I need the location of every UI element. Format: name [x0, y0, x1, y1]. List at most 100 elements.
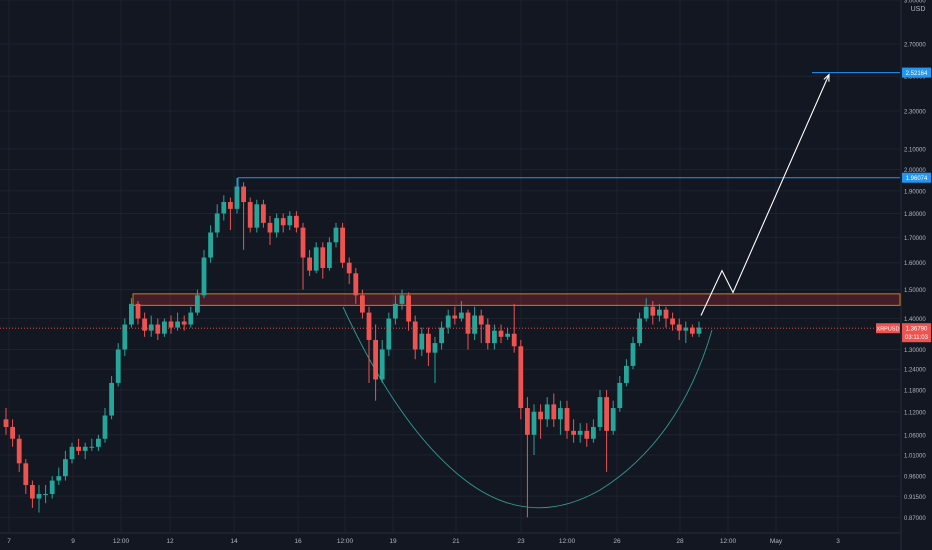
projection-arrowhead [823, 73, 830, 82]
time-axis-bg [0, 533, 900, 550]
time-tick-label: 12:00 [559, 538, 576, 545]
candle-body [168, 321, 174, 328]
candle-body [406, 295, 411, 322]
candle-body [676, 324, 682, 331]
candle-body [247, 202, 253, 228]
candle-body [254, 204, 260, 228]
candle-body [267, 222, 273, 233]
zones [132, 293, 901, 306]
candle-body [564, 408, 570, 431]
candle-body [327, 242, 332, 268]
candle-body [485, 324, 491, 344]
resistance-price-tag: 1.96074 [906, 176, 928, 182]
time-tick-label: 21 [452, 538, 460, 545]
price-tick-label: 1.50000 [904, 288, 926, 294]
candle-body [16, 438, 22, 464]
candle-body [366, 312, 372, 340]
candle-body [498, 330, 504, 337]
time-tick-label: May [770, 538, 783, 545]
candle-body [195, 295, 200, 313]
candle-body [96, 438, 101, 447]
price-tick-label: 3.00000 [904, 0, 926, 5]
candle-body [188, 312, 194, 325]
price-tick-label: 2.30000 [904, 110, 926, 116]
symbol-tag-bg [876, 323, 900, 334]
time-tick-label: 14 [230, 538, 238, 545]
price-tick-label: 0.91500 [904, 495, 926, 501]
candle-body [109, 382, 114, 416]
candle-body [511, 333, 517, 347]
candle-body [683, 327, 689, 331]
candle-body [412, 321, 418, 350]
candle-body [525, 408, 530, 435]
symbol-tag: XRPUSD [877, 327, 900, 333]
candle-body [584, 430, 590, 439]
candle-body [175, 321, 180, 328]
candle-body [426, 333, 431, 353]
candle-body [102, 415, 108, 439]
time-tick-label: 7 [7, 538, 11, 545]
candle-body [386, 318, 392, 350]
price-tick-label: 1.12000 [904, 410, 926, 416]
price-tick-label: 0.87000 [904, 516, 926, 522]
resistance-box [132, 293, 901, 306]
candle-body [162, 321, 167, 334]
candle-body [56, 476, 62, 481]
time-tick-label: 23 [517, 538, 525, 545]
candle-body [393, 303, 398, 319]
candle-body [630, 343, 636, 366]
candle-body [465, 312, 471, 334]
drawing-lines [0, 72, 900, 329]
price-tick-label: 0.96000 [904, 475, 926, 481]
price-tick-label: 2.50000 [904, 75, 926, 81]
candle-body [657, 309, 662, 316]
candle-body [142, 318, 147, 331]
time-tick-label: 12:00 [720, 538, 737, 545]
price-axis[interactable]: 3.00000 2.70000 2.50000 2.30000 2.10000 2.000… [876, 0, 932, 550]
last-price-tag: 1.36790 [906, 327, 928, 333]
price-axis-bg [901, 0, 932, 550]
candle-body [320, 247, 326, 268]
candle-body [49, 480, 55, 494]
candle-body [492, 330, 497, 344]
candle-body [432, 343, 438, 353]
candle-body [261, 204, 266, 223]
candle-body [221, 202, 227, 214]
time-tick-label: 12 [166, 538, 174, 545]
cup-curve [342, 306, 713, 509]
time-tick-label: 26 [613, 538, 621, 545]
candle-body [478, 315, 484, 325]
candle-body [148, 324, 154, 331]
time-axis[interactable]: 7 9 12:00 12 14 16 12:00 19 21 23 12:00 26 28 12:00 Ma… [0, 532, 900, 550]
candle-body [333, 227, 339, 243]
target-price-tag: 2.52164 [906, 71, 928, 77]
price-tick-label: 1.70000 [904, 236, 926, 242]
resistance-price-tag-bg [902, 172, 931, 183]
projection-arrow [700, 74, 830, 316]
candle-body [445, 315, 451, 328]
candle-body [624, 365, 629, 383]
candle-body [591, 426, 596, 439]
candle-body [135, 303, 141, 319]
grid [0, 0, 900, 532]
candle-body [472, 315, 477, 334]
price-tick-label: 1.80000 [904, 212, 926, 218]
candle-body [234, 186, 240, 209]
cup-pattern [342, 306, 713, 509]
candle-body [10, 426, 15, 439]
candle-body [307, 257, 312, 271]
candle-body [419, 333, 425, 350]
candle-body [274, 218, 279, 233]
candle-body [696, 327, 702, 334]
candle-body [604, 397, 609, 431]
time-tick-label: 28 [676, 538, 684, 545]
candle-body [76, 446, 81, 451]
candle-body [346, 262, 352, 274]
currency-label: USD [911, 6, 926, 13]
candle-body [373, 339, 378, 380]
time-tick-label: 12:00 [337, 538, 354, 545]
price-tick-label: 1.18000 [904, 388, 926, 394]
candle-body [439, 327, 444, 344]
candle-body [36, 493, 42, 499]
